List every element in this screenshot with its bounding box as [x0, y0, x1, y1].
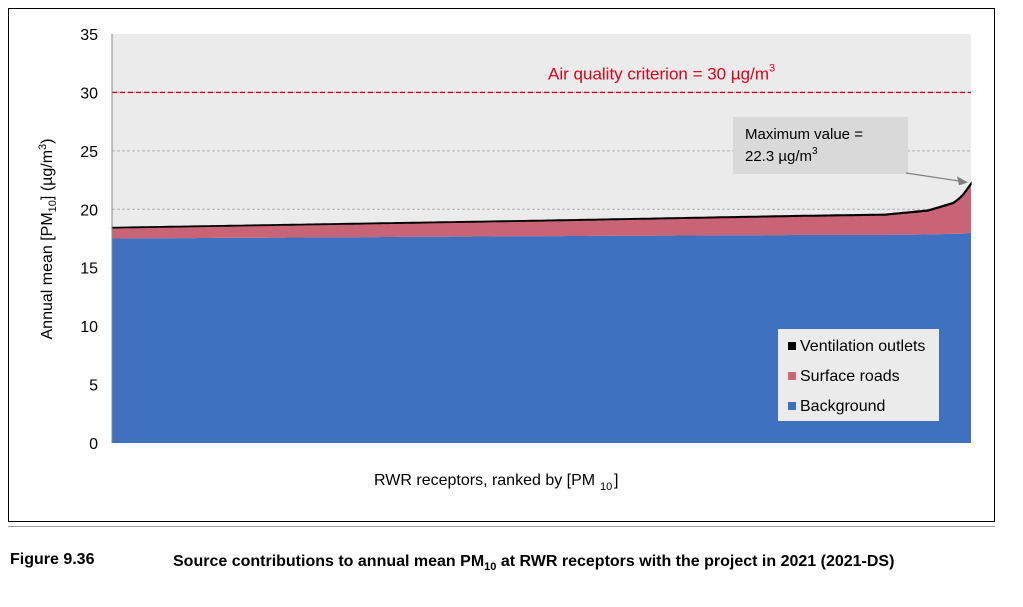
- annotation-arrow-head: [957, 176, 968, 186]
- y-tick-label: 20: [80, 202, 98, 219]
- figure-number: Figure 9.36: [10, 551, 95, 568]
- legend-swatch: [788, 342, 796, 350]
- annotation-box: [733, 117, 908, 174]
- figure-title-sub: 10: [484, 561, 497, 574]
- y-tick-label: 0: [89, 436, 98, 453]
- x-axis-label-sub: 10: [600, 481, 612, 493]
- legend-swatch: [788, 402, 796, 410]
- y-tick-label: 5: [89, 378, 98, 395]
- y-tick-label: 15: [80, 261, 98, 278]
- y-tick-label: 25: [80, 144, 98, 161]
- divider: [8, 526, 995, 527]
- y-tick-label: 30: [80, 85, 98, 102]
- chart-frame: 0 5 10 15 20 25 30 35 Air quality criterion = 30…: [8, 8, 995, 522]
- y-tick-label: 35: [80, 27, 98, 44]
- annotation-line2: 22.3 µg/m: [745, 148, 812, 165]
- legend-swatch: [788, 372, 796, 380]
- series-area-ventilation-outlets: [111, 181, 972, 229]
- legend-label: Background: [800, 398, 885, 415]
- chart: 0 5 10 15 20 25 30 35 Air quality criterion = 30…: [37, 27, 972, 493]
- legend-label: Surface roads: [800, 368, 900, 385]
- y-axis-label: Annual mean [PM10] (µg/m3): [37, 139, 59, 340]
- y-tick-label: 10: [80, 319, 98, 336]
- annotation-arrow: [905, 172, 963, 183]
- criterion-label: Air quality criterion = 30 µg/m: [548, 64, 769, 83]
- criterion-label-sup: 3: [769, 62, 775, 74]
- figure-title-tail: at RWR receptors with the project in 202…: [496, 553, 895, 570]
- figure-title-main: Source contributions to annual mean PM: [173, 553, 485, 570]
- x-axis-label: RWR receptors, ranked by [PM: [374, 472, 595, 489]
- legend-box: [778, 329, 939, 421]
- annotation-line2-sup: 3: [812, 146, 818, 157]
- figure-title: Source contributions to annual mean PM10…: [173, 551, 1018, 578]
- annotation-line1: Maximum value =: [745, 126, 863, 143]
- x-axis-label-tail: ]: [614, 472, 618, 489]
- legend-label: Ventilation outlets: [800, 338, 925, 355]
- series-area-background: [112, 232, 971, 443]
